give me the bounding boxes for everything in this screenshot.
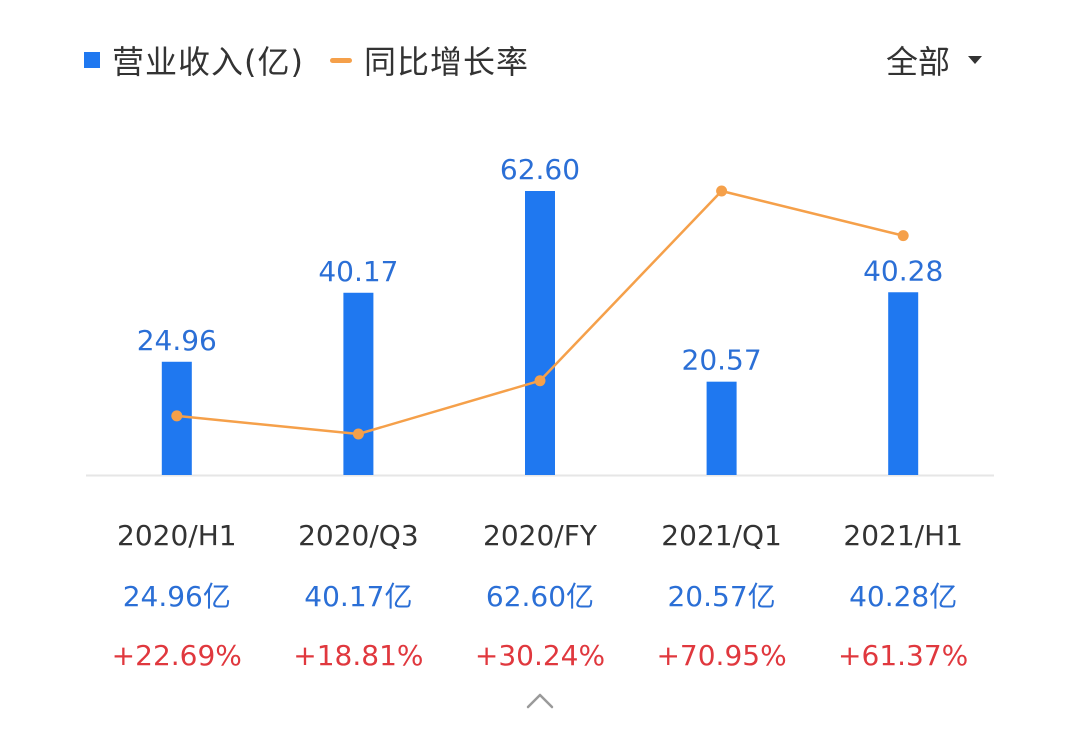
growth-row: +22.69% +18.81% +30.24% +70.95% +61.37% (86, 625, 994, 685)
revenue-cell: 62.60亿 (485, 580, 595, 613)
revenue-bar (706, 381, 737, 475)
period-cell: 2021/Q1 (661, 518, 782, 552)
revenue-cell: 24.96亿 (122, 580, 231, 613)
growth-cell: +18.81% (293, 638, 424, 672)
data-table: 2020/H1 2020/Q3 2020/FY 2021/Q1 2021/H1 … (86, 505, 994, 685)
revenue-bar-label: 20.57 (682, 344, 762, 377)
revenue-row: 24.96亿 40.17亿 62.60亿 20.57亿 40.28亿 (86, 565, 994, 625)
growth-point (534, 375, 546, 387)
legend-bar-swatch (84, 52, 100, 68)
legend: 营业收入(亿) 同比增长率 (84, 38, 555, 82)
growth-point (171, 410, 183, 422)
revenue-cell: 40.28亿 (849, 580, 958, 613)
period-filter-dropdown[interactable]: 全部 (886, 38, 982, 82)
chevron-up-icon[interactable] (524, 687, 556, 715)
growth-point (897, 230, 909, 242)
growth-point (352, 428, 364, 440)
growth-cell: +61.37% (838, 638, 969, 672)
legend-item-revenue[interactable]: 营业收入(亿) (84, 37, 304, 83)
revenue-bar (525, 191, 555, 475)
period-cell: 2020/H1 (117, 518, 237, 552)
legend-line-swatch (329, 57, 352, 63)
revenue-bar-label: 62.60 (500, 153, 580, 186)
period-cell: 2020/FY (483, 518, 597, 552)
revenue-bar-label: 24.96 (137, 324, 217, 357)
revenue-bar-label: 40.17 (318, 255, 398, 288)
revenue-growth-chart: 24.96 40.17 62.60 20.57 40.28 (86, 153, 994, 477)
caret-down-icon (968, 56, 982, 64)
growth-cell: +22.69% (111, 638, 242, 672)
period-filter-label: 全部 (885, 43, 950, 81)
period-cell: 2020/Q3 (298, 518, 419, 552)
revenue-bar-label: 40.28 (863, 254, 943, 287)
legend-label-revenue: 营业收入(亿) (112, 43, 304, 81)
growth-cell: +70.95% (656, 638, 787, 672)
growth-cell: +30.24% (474, 638, 606, 672)
period-cell: 2021/H1 (843, 518, 963, 552)
period-row: 2020/H1 2020/Q3 2020/FY 2021/Q1 2021/H1 (86, 505, 994, 565)
revenue-bar (343, 292, 374, 475)
revenue-cell: 20.57亿 (667, 580, 776, 613)
legend-label-growth: 同比增长率 (363, 43, 529, 81)
legend-item-growth[interactable]: 同比增长率 (329, 37, 529, 83)
revenue-cell: 40.17亿 (304, 580, 413, 613)
revenue-bar (888, 292, 919, 475)
growth-point (716, 185, 728, 197)
